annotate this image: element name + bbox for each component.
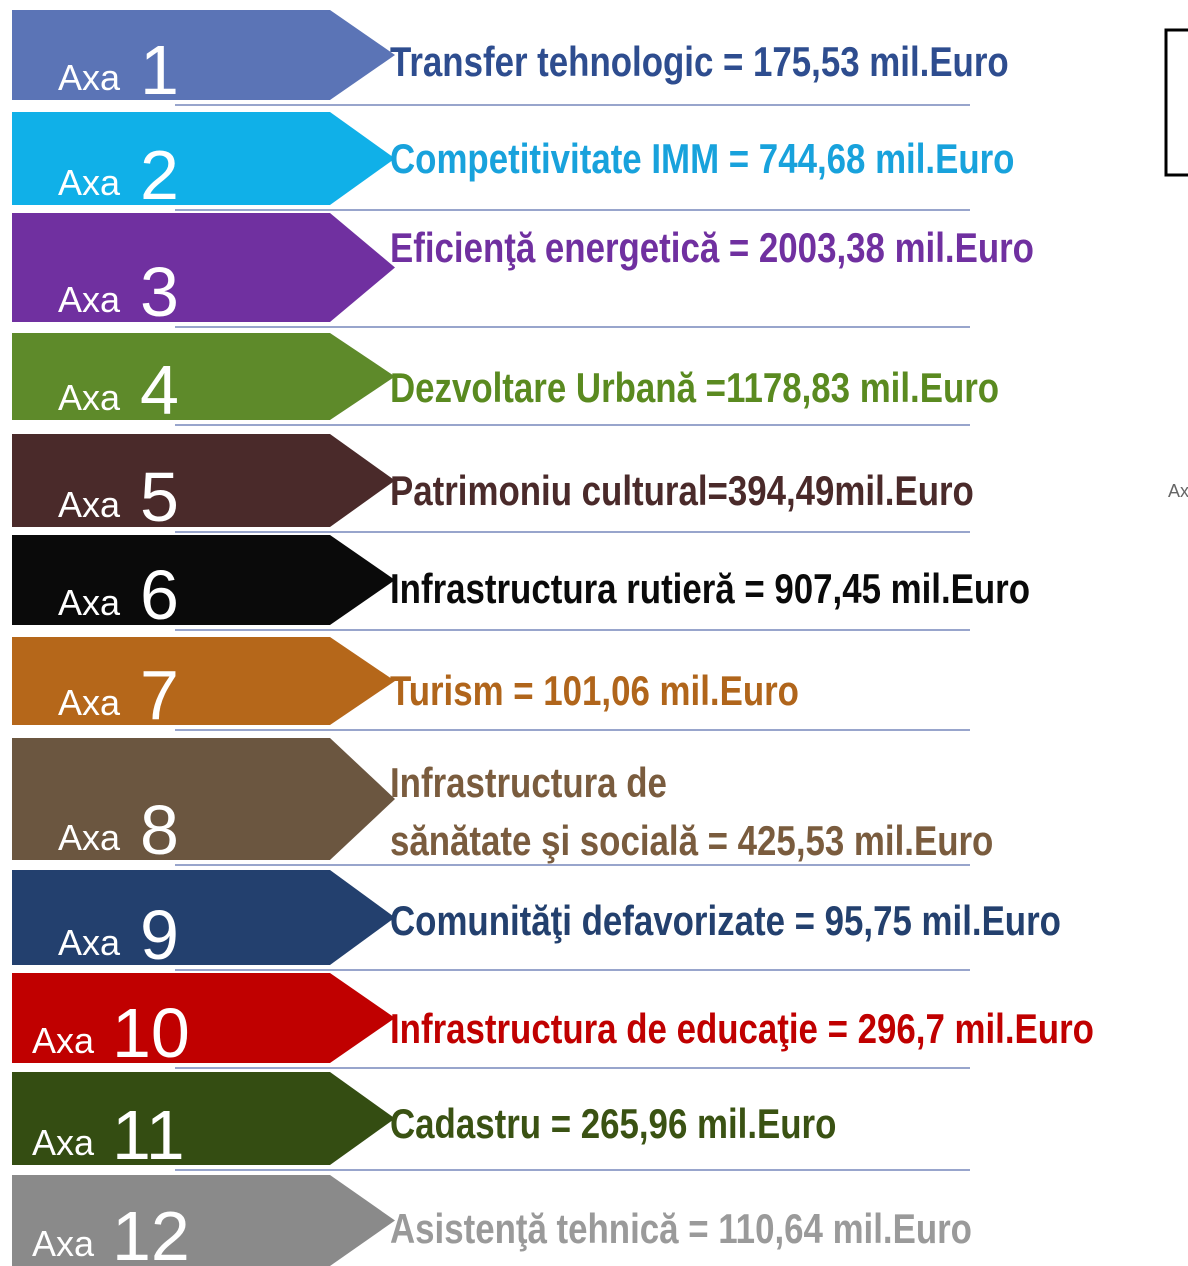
label-group: Competitivitate IMM = 744,68 mil.Euro	[390, 136, 1014, 183]
axis-label: Infrastructura rutieră = 907,45 mil.Euro	[390, 566, 1030, 613]
arrow	[12, 870, 395, 965]
axis-prefix: Axa	[58, 582, 121, 623]
axis-prefix: Axa	[58, 484, 121, 525]
label-group: Transfer tehnologic = 175,53 mil.Euro	[390, 39, 1009, 86]
axis-prefix: Axa	[32, 1020, 95, 1061]
axis-label: Competitivitate IMM = 744,68 mil.Euro	[390, 136, 1014, 183]
axis-number: 11	[112, 1096, 185, 1174]
label-group: Dezvoltare Urbană =1178,83 mil.Euro	[390, 365, 999, 412]
arrow	[12, 1072, 395, 1165]
axis-number: 1	[140, 31, 179, 109]
axis-prefix: Axa	[32, 1223, 95, 1264]
axis-prefix: Axa	[32, 1122, 95, 1163]
arrow	[12, 112, 395, 205]
label-group: Turism = 101,06 mil.Euro	[390, 668, 799, 715]
axis-number: 7	[140, 656, 179, 734]
axis-prefix: Axa	[58, 57, 121, 98]
axis-label: Asistenţă tehnică = 110,64 mil.Euro	[390, 1206, 972, 1253]
arrow	[12, 434, 395, 527]
label-group: Cadastru = 265,96 mil.Euro	[390, 1101, 836, 1148]
arrow	[12, 973, 395, 1063]
axis-label: Infrastructura de educaţie = 296,7 mil.E…	[390, 1006, 1094, 1053]
label-group: Comunităţi defavorizate = 95,75 mil.Euro	[390, 898, 1061, 945]
axis-label: sănătate şi socială = 425,53 mil.Euro	[390, 818, 993, 865]
axis-number: 12	[112, 1197, 190, 1266]
axis-number: 8	[140, 791, 179, 869]
axis-prefix: Axa	[58, 817, 121, 858]
axis-number: 4	[140, 351, 179, 429]
axis-number: 5	[140, 458, 179, 536]
axis-label: Transfer tehnologic = 175,53 mil.Euro	[390, 39, 1009, 86]
axis-number: 10	[112, 994, 190, 1072]
axis-number: 9	[140, 896, 179, 974]
axis-number: 2	[140, 136, 179, 214]
axis-label: Infrastructura de	[390, 760, 667, 807]
label-group: Eficienţă energetică = 2003,38 mil.Euro	[390, 225, 1034, 272]
axis-number: 6	[140, 556, 179, 634]
arrow	[12, 213, 395, 322]
axis-prefix: Axa	[58, 279, 121, 320]
arrow	[12, 10, 395, 100]
axis-prefix: Axa	[58, 682, 121, 723]
label-group: Infrastructura rutieră = 907,45 mil.Euro	[390, 566, 1030, 613]
arrow	[12, 637, 395, 725]
label-group: Infrastructura de	[390, 760, 667, 807]
cut-text: Ax	[1168, 481, 1188, 501]
axis-prefix: Axa	[58, 922, 121, 963]
label-group: Patrimoniu cultural=394,49mil.Euro	[390, 468, 974, 515]
axis-label: Comunităţi defavorizate = 95,75 mil.Euro	[390, 898, 1061, 945]
arrow	[12, 738, 395, 860]
axis-label: Turism = 101,06 mil.Euro	[390, 668, 799, 715]
arrow	[12, 1175, 395, 1266]
axis-number: 3	[140, 253, 179, 331]
axis-prefix: Axa	[58, 377, 121, 418]
arrow	[12, 535, 395, 625]
axis-label: Eficienţă energetică = 2003,38 mil.Euro	[390, 225, 1034, 272]
label-group: sănătate şi socială = 425,53 mil.Euro	[390, 818, 993, 865]
axis-prefix: Axa	[58, 162, 121, 203]
axis-label: Dezvoltare Urbană =1178,83 mil.Euro	[390, 365, 999, 412]
box-fragment	[1164, 28, 1188, 177]
axis-label: Patrimoniu cultural=394,49mil.Euro	[390, 468, 974, 515]
label-group: Asistenţă tehnică = 110,64 mil.Euro	[390, 1206, 972, 1253]
axis-label: Cadastru = 265,96 mil.Euro	[390, 1101, 836, 1148]
arrow	[12, 333, 395, 420]
label-group: Infrastructura de educaţie = 296,7 mil.E…	[390, 1006, 1094, 1053]
